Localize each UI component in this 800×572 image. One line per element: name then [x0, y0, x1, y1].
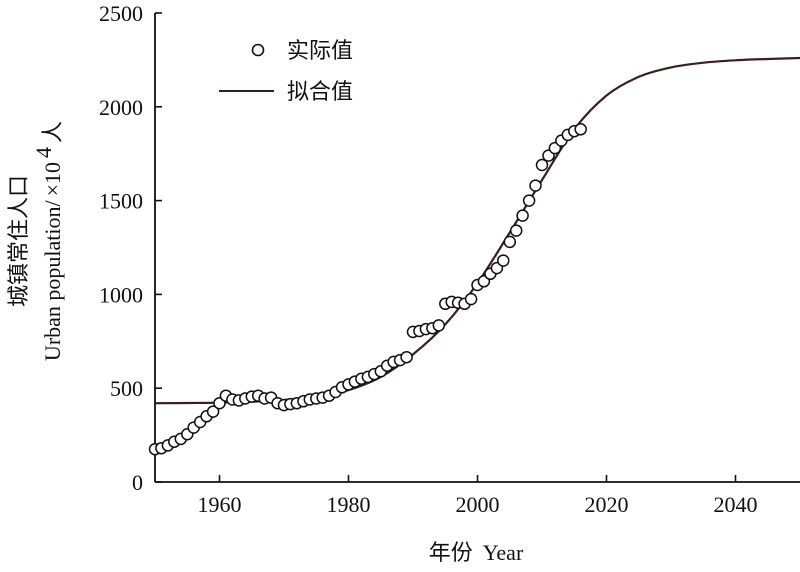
x-tick-label: 2020 — [585, 492, 629, 517]
x-tick-label: 2040 — [714, 492, 758, 517]
data-point — [503, 235, 517, 249]
x-tick-label: 2000 — [456, 492, 500, 517]
data-point — [206, 405, 220, 418]
fitted-curve — [154, 56, 800, 405]
data-point — [464, 292, 478, 306]
y-tick-label: 0 — [132, 470, 143, 495]
y-tick-label: 2500 — [99, 1, 143, 26]
y-axis-title-unit-suffix: 人 — [41, 121, 66, 143]
x-axis-ticks: 1960 1980 2000 2020 2040 — [198, 475, 758, 517]
axes — [154, 13, 800, 483]
data-point — [497, 254, 510, 267]
y-axis-title-en: Urban population/ ×10 4 人 — [31, 121, 66, 361]
y-tick-label: 500 — [110, 376, 143, 401]
y-axis-title-cn: 城镇常住人口 — [7, 175, 32, 307]
y-axis-ticks: 0 500 1000 1500 2000 2500 — [99, 1, 162, 495]
data-point — [574, 123, 587, 136]
y-axis-title-en-group: Urban population/ ×10 4 人 — [31, 121, 66, 361]
data-point — [535, 158, 549, 172]
y-tick-label: 2000 — [99, 95, 143, 120]
data-point — [529, 179, 542, 192]
x-tick-label: 1980 — [327, 492, 371, 517]
y-tick-label: 1000 — [99, 282, 143, 307]
data-point — [509, 224, 523, 237]
data-point — [400, 350, 413, 364]
x-axis-title-en: Year — [483, 540, 524, 565]
y-axis-title-unit-prefix: ×10 — [40, 162, 65, 196]
data-point — [522, 194, 536, 207]
data-point — [516, 209, 529, 222]
x-axis-title: 年份 Year — [429, 540, 524, 566]
y-tick-label: 1500 — [99, 189, 143, 214]
y-axis-title-unit-exp: 4 — [31, 147, 56, 158]
y-axis-title: 城镇常住人口 — [7, 175, 32, 307]
legend-label-fitted: 拟合值 — [287, 80, 353, 105]
y-axis-title-en-text: Urban population/ — [40, 199, 65, 361]
x-tick-label: 1960 — [198, 492, 242, 517]
legend: 实际值 拟合值 — [219, 39, 353, 105]
data-point — [432, 319, 446, 332]
legend-label-actual: 实际值 — [287, 39, 353, 64]
x-axis-title-cn: 年份 — [429, 541, 473, 566]
legend-marker-actual — [251, 43, 265, 57]
plot-series — [148, 56, 800, 456]
